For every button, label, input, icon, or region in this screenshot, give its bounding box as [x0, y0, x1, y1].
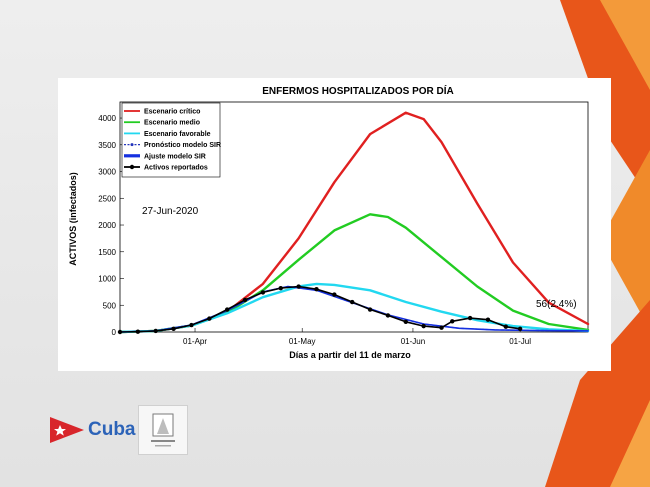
data-point [367, 307, 373, 312]
cuba-flag-icon [50, 417, 84, 443]
line-chart: ENFERMOS HOSPITALIZADOS POR DÍA 0 500 1000… [68, 84, 590, 360]
legend-marker [129, 164, 135, 170]
final-value-annotation: 56(2.4%) [536, 299, 577, 310]
legend-label: Activos reportados [144, 165, 208, 172]
orange-shape-mid [600, 150, 650, 330]
footer-branding: Cuba [50, 405, 210, 455]
series-6 [117, 284, 523, 335]
y-tick-label: 3000 [98, 168, 116, 177]
legend-marker [130, 143, 134, 147]
legend-box [121, 102, 221, 178]
legend-item: Activos reportados [124, 165, 208, 172]
y-tick-label: 2500 [98, 194, 116, 203]
data-point [421, 323, 426, 329]
chart-card: ENFERMOS HOSPITALIZADOS POR DÍA 0 500 1000… [58, 78, 611, 371]
data-point [439, 325, 444, 330]
legend-item: Pronóstico modelo SIR [124, 142, 221, 149]
x-tick-label: 01-Jun [401, 337, 425, 346]
data-point [117, 329, 123, 335]
data-point [467, 315, 473, 321]
legend-label: Ajuste modelo SIR [144, 153, 206, 160]
y-axis-label: ACTIVOS (infectados) [68, 172, 78, 266]
data-point [403, 319, 409, 325]
brand-name: Cuba [88, 419, 136, 440]
y-tick-label: 2000 [98, 221, 116, 230]
y-tick-label: 500 [103, 301, 117, 310]
data-point [242, 297, 248, 303]
data-point [171, 326, 176, 331]
legend-item: Escenario medio [124, 120, 200, 127]
data-point [385, 313, 391, 318]
y-tick-label: 1500 [98, 248, 116, 257]
x-tick-label: 01-Jul [509, 337, 531, 346]
data-point [517, 326, 523, 331]
legend-label: Escenario favorable [144, 131, 211, 138]
orange-shape-bottom [545, 300, 650, 487]
data-point [350, 299, 355, 305]
ministry-logo-icon [151, 413, 175, 447]
data-point [260, 290, 266, 295]
legend-label: Pronóstico modelo SIR [144, 142, 221, 149]
y-tick-label: 3500 [98, 141, 116, 150]
data-point [135, 329, 141, 334]
date-annotation: 27-Jun-2020 [142, 206, 199, 217]
legend: Escenario crítico Escenario medio Escenari… [121, 102, 221, 178]
x-tick-label: 01-May [289, 337, 316, 346]
data-point [224, 307, 230, 312]
x-axis-label: Días a partir del 11 de marzo [289, 350, 411, 360]
legend-item: Escenario favorable [124, 131, 211, 138]
data-point [485, 317, 491, 322]
x-tick-label: 01-Apr [183, 337, 207, 346]
orange-shape-bottom-light [610, 400, 650, 487]
plot-frame [119, 101, 589, 333]
y-tick-label: 0 [112, 328, 117, 337]
data-point [450, 319, 455, 324]
data-point [332, 292, 337, 297]
ministry-logo [138, 405, 188, 455]
legend-item: Escenario crítico [124, 109, 200, 116]
series-line [119, 285, 521, 333]
chart-title: ENFERMOS HOSPITALIZADOS POR DÍA [262, 84, 454, 97]
data-point [207, 316, 212, 321]
y-tick-label: 4000 [98, 114, 116, 123]
legend-label: Escenario crítico [144, 109, 200, 116]
data-point [278, 285, 283, 291]
series-2 [118, 213, 590, 334]
data-point [503, 324, 509, 329]
data-point [153, 328, 158, 334]
y-tick-label: 1000 [98, 275, 116, 284]
orange-shape-top-light [600, 0, 650, 90]
data-point [189, 322, 194, 328]
data-point [314, 287, 319, 292]
series-line [118, 213, 590, 334]
legend-item: Ajuste modelo SIR [124, 153, 206, 160]
data-point [296, 284, 301, 289]
legend-label: Escenario medio [144, 120, 200, 127]
